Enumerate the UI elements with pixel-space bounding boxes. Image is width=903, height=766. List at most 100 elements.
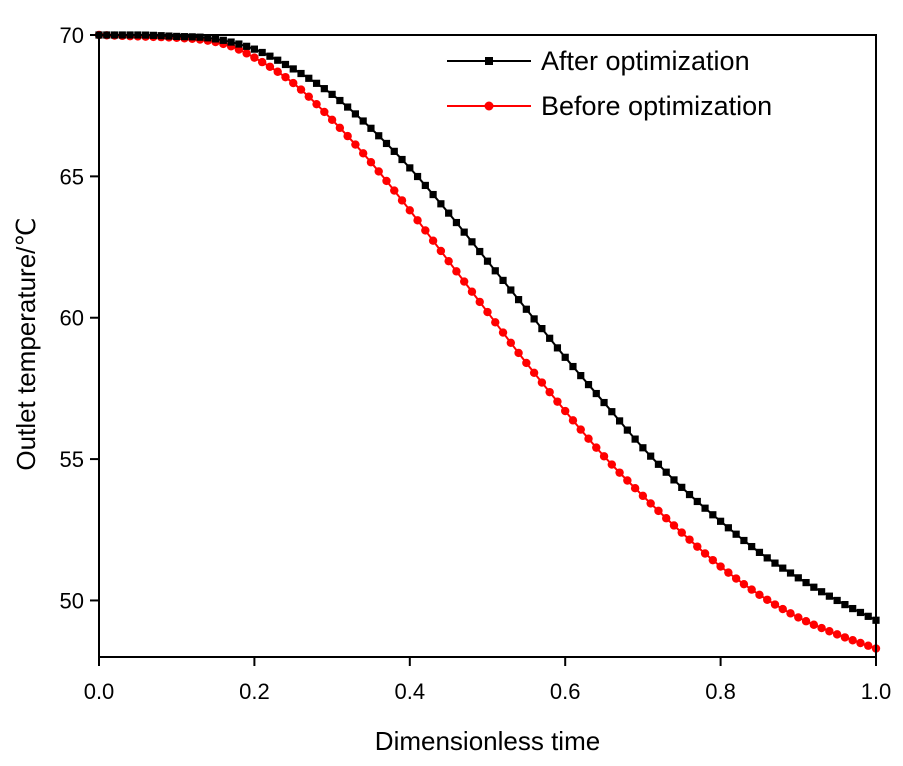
- point-1-41: [413, 216, 422, 225]
- point-1-69: [630, 484, 640, 493]
- point-0-39: [398, 155, 406, 164]
- point-1-24: [281, 72, 290, 82]
- point-0-63: [584, 380, 593, 389]
- point-1-54: [514, 348, 523, 358]
- point-0-97: [849, 604, 857, 613]
- x-axis-title: Dimensionless time: [375, 726, 600, 756]
- legend-entry-after: After optimization: [447, 46, 750, 76]
- point-1-70: [638, 491, 648, 501]
- legend-label-before: Before optimization: [541, 91, 772, 121]
- legend-marker-after: [485, 57, 493, 65]
- point-0-87: [771, 559, 779, 567]
- point-1-40: [405, 206, 414, 215]
- point-1-60: [561, 406, 570, 416]
- point-0-22: [266, 52, 274, 60]
- point-0-81: [724, 524, 732, 532]
- series-1: [94, 30, 881, 653]
- point-0-94: [825, 592, 833, 600]
- point-0-45: [445, 209, 453, 217]
- point-0-73: [662, 468, 670, 476]
- point-0-60: [561, 353, 569, 361]
- series-layer: [94, 30, 881, 653]
- point-1-31: [335, 123, 345, 133]
- point-1-29: [320, 107, 329, 117]
- point-1-91: [801, 617, 811, 626]
- point-1-99: [864, 641, 873, 650]
- point-1-85: [755, 590, 764, 599]
- point-0-59: [553, 344, 562, 352]
- point-0-27: [305, 74, 313, 82]
- point-0-61: [569, 362, 577, 371]
- point-1-55: [522, 358, 531, 368]
- point-1-44: [436, 246, 446, 256]
- point-0-89: [786, 569, 795, 577]
- point-1-36: [374, 167, 383, 176]
- point-1-68: [623, 476, 632, 485]
- point-0-25: [289, 65, 297, 73]
- point-0-88: [779, 564, 787, 572]
- point-0-83: [740, 536, 748, 545]
- point-1-73: [662, 514, 671, 523]
- point-0-55: [522, 305, 530, 313]
- point-0-84: [748, 542, 756, 551]
- point-0-92: [810, 583, 818, 591]
- point-1-57: [537, 378, 547, 387]
- point-1-52: [498, 328, 508, 337]
- y-tick-label-0: 50: [60, 588, 84, 613]
- point-1-82: [731, 574, 741, 583]
- point-1-43: [428, 236, 438, 245]
- y-tick-label-3: 65: [60, 164, 84, 189]
- point-1-86: [763, 595, 772, 604]
- point-0-93: [818, 588, 826, 596]
- point-0-18: [235, 40, 243, 48]
- point-1-35: [366, 158, 376, 167]
- point-0-43: [429, 190, 437, 199]
- point-1-62: [576, 425, 585, 434]
- point-0-57: [538, 325, 546, 333]
- point-0-50: [483, 257, 492, 265]
- x-tick-label-4: 0.8: [705, 679, 736, 704]
- point-0-9: [165, 32, 173, 40]
- point-0-65: [600, 398, 608, 407]
- point-1-76: [685, 535, 694, 544]
- point-0-96: [841, 600, 849, 609]
- point-1-66: [607, 460, 617, 469]
- point-0-95: [833, 596, 841, 605]
- x-tick-label-5: 1.0: [861, 679, 892, 704]
- point-0-40: [406, 164, 414, 172]
- point-0-41: [413, 172, 422, 181]
- x-tick-label-2: 0.4: [395, 679, 426, 704]
- point-1-72: [654, 506, 663, 516]
- point-0-56: [530, 315, 538, 323]
- point-1-80: [716, 562, 725, 571]
- point-0-58: [546, 334, 554, 342]
- point-0-30: [328, 90, 336, 98]
- point-1-92: [809, 620, 819, 629]
- point-0-10: [173, 32, 181, 41]
- point-1-78: [700, 549, 710, 558]
- y-tick-label-4: 70: [60, 23, 84, 48]
- point-0-67: [615, 417, 624, 425]
- point-0-76: [685, 490, 694, 499]
- point-0-90: [794, 574, 802, 582]
- point-1-81: [724, 568, 733, 577]
- point-1-74: [669, 521, 679, 530]
- point-0-62: [577, 372, 585, 380]
- point-0-79: [709, 511, 717, 519]
- point-1-93: [817, 623, 826, 633]
- point-0-31: [336, 96, 344, 105]
- series-0: [95, 31, 880, 624]
- x-tick-label-3: 0.6: [550, 679, 581, 704]
- y-tick-label-2: 60: [60, 306, 84, 331]
- point-0-16: [219, 36, 227, 44]
- point-0-24: [281, 60, 290, 69]
- series-line-1: [98, 34, 877, 650]
- point-0-28: [312, 79, 321, 87]
- point-1-58: [545, 387, 554, 397]
- point-1-95: [832, 630, 842, 639]
- point-1-87: [770, 600, 780, 609]
- point-0-75: [678, 483, 686, 491]
- point-1-33: [351, 140, 360, 149]
- point-0-48: [468, 238, 476, 246]
- point-1-96: [840, 633, 850, 642]
